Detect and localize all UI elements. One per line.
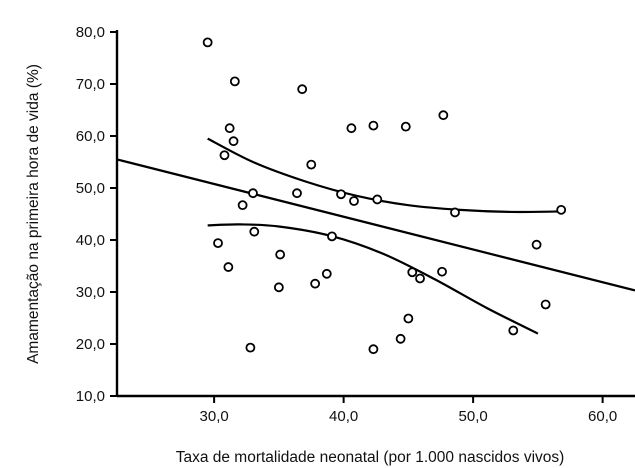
data-point	[368, 344, 379, 355]
regression-line	[116, 158, 635, 292]
data-point	[400, 121, 411, 132]
x-tick-label: 30,0	[200, 408, 229, 425]
data-point	[450, 207, 460, 218]
x-tick-label: 40,0	[329, 408, 358, 425]
data-point	[202, 37, 213, 48]
y-tick-label: 50,0	[76, 180, 105, 197]
y-tick-label: 10,0	[76, 388, 105, 405]
data-point	[237, 200, 248, 211]
data-point	[508, 325, 519, 336]
data-point	[219, 150, 230, 161]
x-tick-label: 60,0	[588, 408, 617, 425]
upper-confidence-band	[207, 137, 564, 214]
data-point	[297, 84, 308, 95]
data-point	[249, 226, 260, 237]
y-tick-label: 70,0	[76, 76, 105, 93]
data-point	[349, 196, 359, 206]
data-point	[531, 239, 542, 250]
y-tick-label: 40,0	[76, 232, 105, 249]
plot-area: 10,0 20,0 30,0 40,0 50,0 60,0 70,0 80,0 30,0 40,…	[76, 24, 635, 425]
data-point	[327, 231, 337, 242]
data-point	[306, 159, 317, 170]
data-point	[540, 299, 551, 310]
lower-confidence-band	[207, 223, 539, 335]
data-point	[368, 120, 379, 131]
data-point	[415, 273, 425, 284]
y-tick-label: 80,0	[76, 24, 105, 41]
y-axis-label: Amamentação na primeira hora de vida (%)	[25, 64, 42, 364]
data-point	[407, 267, 418, 278]
data-point	[438, 110, 449, 121]
y-tick-label: 20,0	[76, 336, 105, 353]
data-point	[395, 333, 406, 344]
data-point	[372, 194, 383, 205]
x-tick-label: 50,0	[459, 408, 488, 425]
data-point	[228, 136, 239, 147]
y-tick-label: 30,0	[76, 284, 105, 301]
data-point	[248, 188, 258, 199]
y-tick-label: 60,0	[76, 128, 105, 145]
data-point	[213, 238, 223, 249]
x-axis-label: Taxa de mortalidade neonatal (por 1.000 …	[176, 449, 565, 466]
data-point	[224, 123, 235, 134]
y-axis-ticks: 10,0 20,0 30,0 40,0 50,0 60,0 70,0 80,0	[76, 24, 117, 405]
data-point	[223, 262, 234, 272]
data-point	[321, 268, 332, 279]
data-points	[202, 37, 567, 355]
data-point	[556, 204, 567, 215]
data-point	[346, 123, 357, 134]
x-axis-ticks: 30,0 40,0 50,0 60,0	[200, 396, 617, 425]
data-point	[229, 76, 240, 87]
data-point	[275, 249, 286, 260]
data-point	[292, 188, 302, 199]
data-point	[245, 342, 256, 353]
data-point	[403, 313, 414, 324]
data-point	[336, 189, 346, 200]
data-point	[273, 282, 284, 293]
data-point	[437, 266, 447, 277]
data-point	[310, 278, 321, 289]
